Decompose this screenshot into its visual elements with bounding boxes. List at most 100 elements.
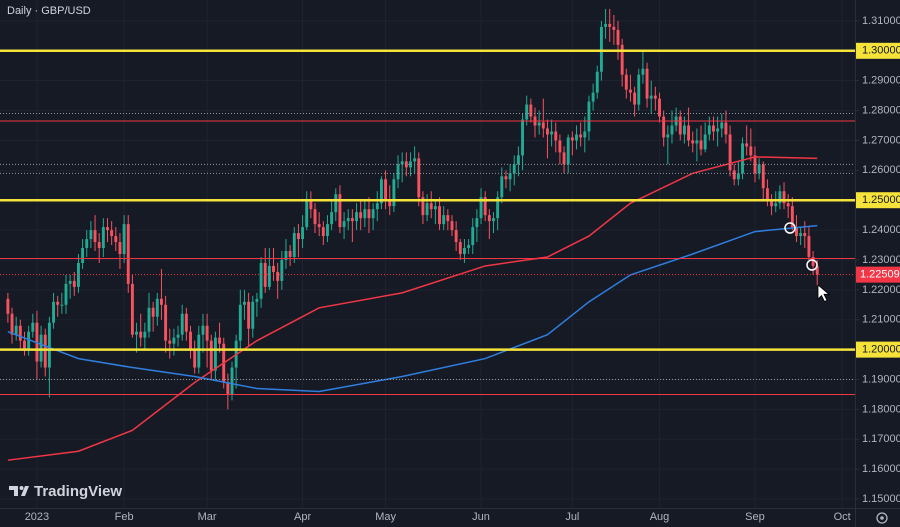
candle-body [479, 197, 483, 219]
candle-body [770, 200, 774, 207]
candle-body [110, 230, 114, 237]
grid-layer [0, 0, 855, 508]
candle-body [724, 122, 728, 135]
candle-body [537, 122, 541, 126]
candle-body [728, 134, 732, 171]
candle-body [122, 224, 126, 254]
candle-body [106, 227, 109, 231]
candle-body [189, 331, 192, 350]
candle-body [400, 161, 404, 165]
candle-body [101, 227, 105, 249]
candle-body [272, 265, 275, 272]
candle-body [52, 301, 55, 323]
candle-body [641, 68, 645, 75]
settings-button[interactable] [876, 512, 888, 524]
candle-body [417, 158, 421, 198]
candle-body [317, 224, 321, 228]
candle-body [666, 134, 670, 138]
candle-body [525, 104, 529, 120]
candle-body [749, 146, 753, 156]
candle-body [612, 26, 616, 30]
candle-body [637, 74, 641, 105]
candle-body [811, 256, 815, 266]
y-tick-label: 1.18000 [862, 403, 900, 415]
candle-body [350, 218, 354, 222]
candle-body [707, 125, 711, 135]
candle-body [695, 140, 699, 144]
candle-body [139, 331, 143, 338]
candle-body [761, 164, 765, 189]
candle-body [487, 215, 491, 222]
candle-body [56, 301, 60, 305]
y-tick-label: 1.27000 [862, 134, 900, 146]
candle-body [247, 301, 251, 329]
marker-circle [806, 259, 818, 271]
last-price-tag [856, 266, 900, 283]
candle-body [267, 265, 271, 287]
candle-body [778, 191, 782, 204]
y-tick-label: 1.31000 [862, 15, 900, 27]
candle-body [14, 325, 18, 335]
candle-body [467, 245, 471, 249]
candle-body [27, 331, 31, 350]
y-tick-label: 1.29000 [862, 75, 900, 87]
logo-text: TradingView [34, 483, 122, 500]
candle-body [346, 218, 350, 222]
candle-body [446, 215, 450, 222]
candle-body [238, 304, 242, 341]
candle-body [736, 173, 740, 180]
candle-body [388, 200, 392, 207]
candle-body [529, 104, 533, 117]
candle-body [765, 188, 769, 201]
candle-body [288, 251, 292, 257]
candle-body [375, 203, 379, 210]
y-tick-label: 1.30000 [862, 45, 900, 57]
y-tick-label: 1.16000 [862, 463, 900, 475]
candle-body [496, 197, 500, 219]
candle-body [691, 140, 695, 144]
candle-body [23, 340, 26, 350]
candle-body [790, 206, 794, 228]
candle-body [338, 194, 342, 228]
y-tick-label: 1.19000 [862, 373, 900, 385]
cursor [817, 284, 831, 303]
candle-body [243, 301, 246, 305]
candle-body [259, 262, 263, 299]
y-tick-label: 1.26000 [862, 164, 900, 176]
candle-body [562, 152, 566, 165]
candle-body [425, 203, 429, 216]
candle-body [438, 206, 441, 225]
candle-body [442, 215, 446, 225]
x-tick-label: 2023 [25, 511, 49, 523]
candle-body [392, 179, 396, 207]
candle-body [201, 325, 205, 335]
candle-body [450, 221, 454, 231]
candle-body [649, 95, 653, 99]
candle-body [616, 29, 620, 45]
candle-body [712, 125, 715, 132]
candle-body [757, 164, 761, 174]
candle-body [218, 337, 222, 344]
moving-average-line [7, 156, 818, 461]
candle-body [545, 128, 549, 135]
candle-body [541, 122, 545, 129]
candle-body [670, 125, 674, 135]
candle-body [591, 92, 595, 102]
settings-icon[interactable] [876, 512, 888, 524]
candle-body [255, 298, 259, 302]
candle-body [226, 382, 230, 395]
candle-body [280, 259, 284, 281]
candle-body [135, 331, 139, 335]
candle-body [10, 313, 14, 335]
last-price-label: 1.22509 [860, 269, 900, 281]
candle-body [355, 212, 358, 222]
candle-body [575, 134, 578, 141]
candle-body [334, 194, 338, 213]
candle-body [471, 227, 475, 246]
candle-body [197, 334, 201, 368]
candle-body [60, 304, 64, 306]
candle-body [309, 200, 313, 210]
candle-body [454, 230, 458, 243]
candle-body [363, 209, 367, 219]
